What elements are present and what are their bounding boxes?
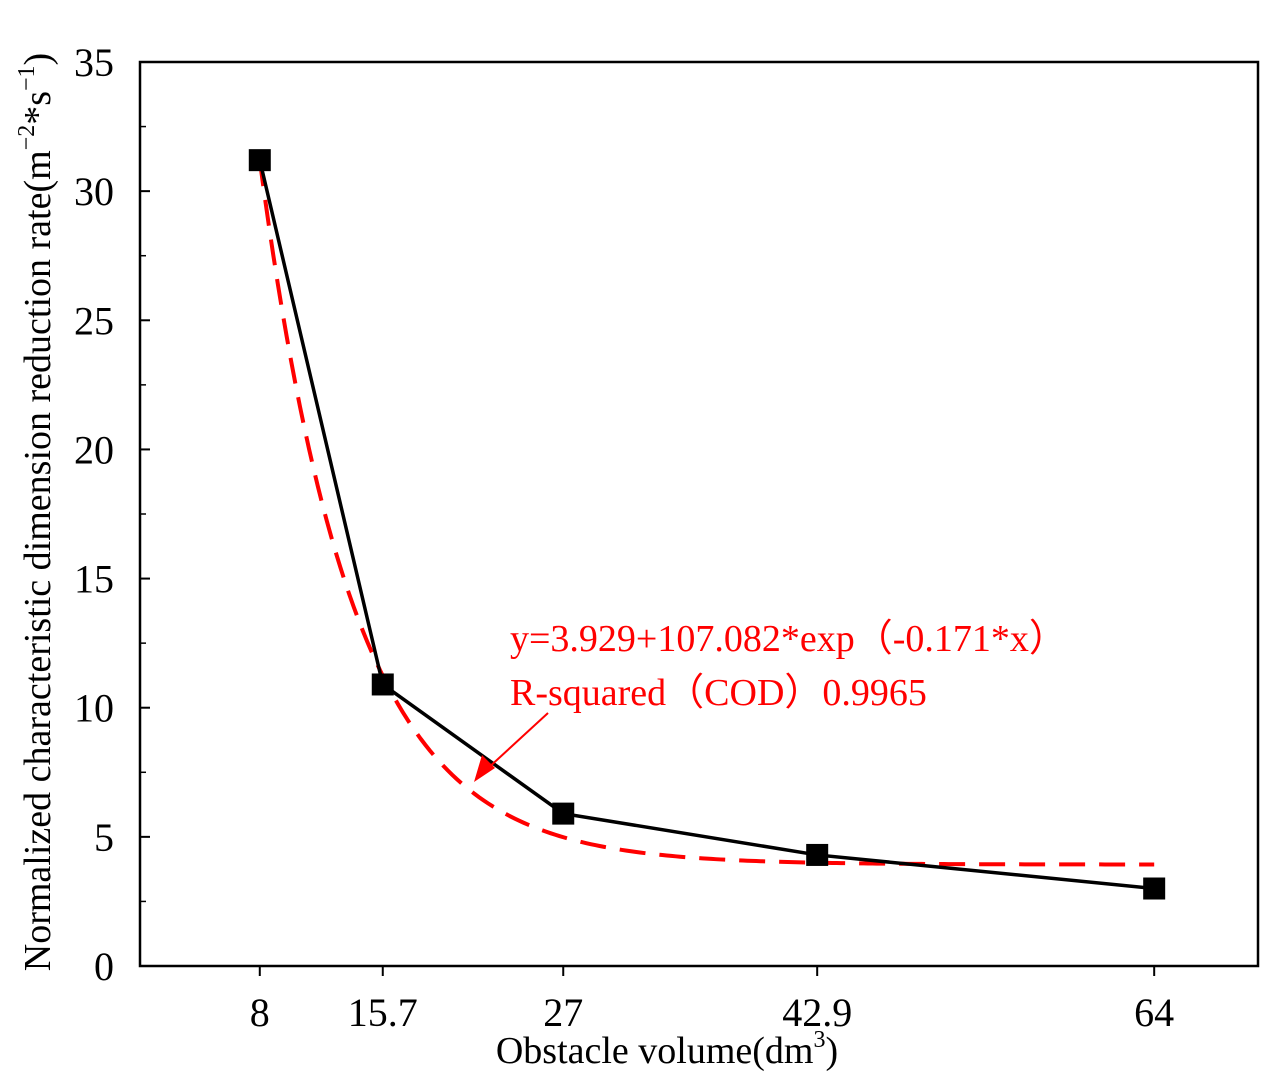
- y-axis-label: Normalized characteristic dimension redu…: [14, 53, 59, 971]
- x-axis: 8 15.7 27 42.9 64: [250, 966, 1174, 1035]
- data-point-0: [248, 149, 271, 172]
- y-tick-label-2: 10: [74, 686, 114, 731]
- y-axis-label-main: Normalized characteristic dimension redu…: [17, 150, 59, 971]
- x-axis-label-main: Obstacle volume(dm: [496, 1030, 814, 1072]
- data-point-4: [1143, 877, 1166, 900]
- fit-annotation: y=3.929+107.082*exp（-0.171*x） R-squared（…: [474, 618, 1067, 782]
- y-axis-label-end: ): [17, 53, 59, 66]
- fit-layer: [257, 160, 1155, 867]
- y-axis-label-sup2: −1: [14, 65, 40, 91]
- x-tick-label-2: 27: [543, 990, 583, 1035]
- x-tick-label-0: 8: [250, 990, 270, 1035]
- annotation-arrow-line: [485, 712, 549, 771]
- y-tick-label-4: 20: [74, 427, 114, 472]
- data-point-1: [371, 673, 394, 696]
- y-axis-label-sup1: −2: [14, 125, 40, 151]
- x-axis-label: Obstacle volume(dm3): [496, 1027, 838, 1072]
- series-line-measured: [258, 159, 1155, 891]
- data-point-2: [552, 802, 575, 825]
- y-axis: 0 5 10 15 20 25 30 35: [74, 40, 150, 989]
- fit-equation: y=3.929+107.082*exp（-0.171*x）: [510, 618, 1067, 660]
- y-tick-label-5: 25: [74, 298, 114, 343]
- y-tick-label-1: 5: [94, 815, 114, 860]
- fit-curve: [257, 160, 1155, 867]
- annotation-arrow-head: [474, 755, 495, 782]
- fit-r-squared: R-squared（COD）0.9965: [510, 672, 927, 714]
- plot-area: [138, 60, 1260, 968]
- x-tick-label-3: 42.9: [782, 990, 852, 1035]
- x-axis-label-end: ): [825, 1030, 838, 1072]
- x-tick-label-4: 64: [1134, 990, 1174, 1035]
- data-point-3: [806, 843, 829, 866]
- series-layer: [248, 149, 1166, 900]
- x-axis-label-sup: 3: [813, 1027, 825, 1053]
- x-tick-label-1: 15.7: [348, 990, 418, 1035]
- y-tick-label-3: 15: [74, 557, 114, 602]
- y-tick-label-0: 0: [94, 944, 114, 989]
- plot-frame: [138, 60, 1260, 968]
- y-tick-label-7: 35: [74, 40, 114, 85]
- y-tick-label-6: 30: [74, 169, 114, 214]
- y-axis-label-mid: *s: [17, 91, 59, 125]
